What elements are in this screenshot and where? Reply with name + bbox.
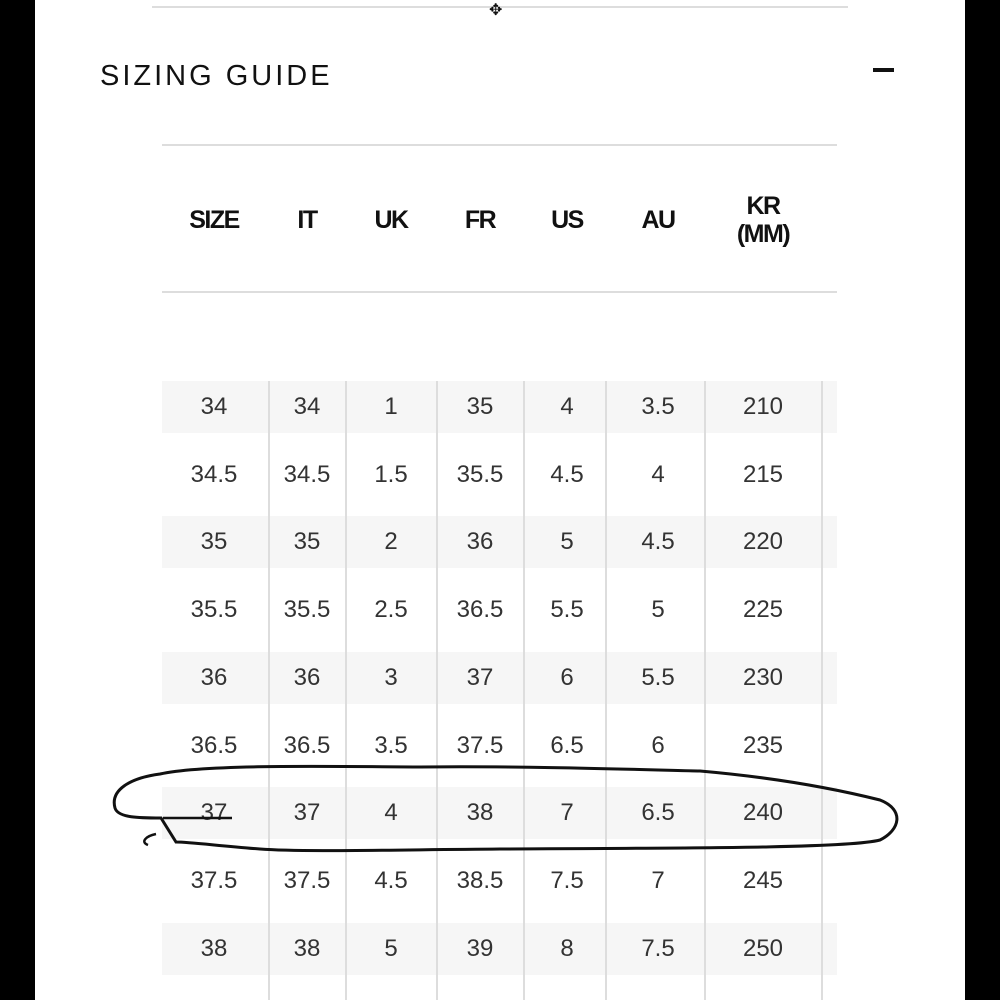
table-cell: 36 — [466, 528, 494, 556]
table-cell: 4 — [651, 460, 665, 488]
row-background — [162, 381, 837, 433]
row-background — [162, 922, 837, 975]
table-cell: 35.5 — [190, 596, 238, 624]
table-cell: 7.5 — [550, 866, 584, 894]
column-header: FR — [464, 206, 497, 234]
table-cell: 4.5 — [641, 528, 675, 556]
divider — [152, 6, 848, 8]
table-cell: 235 — [742, 731, 784, 759]
table-cell: 7.5 — [641, 934, 675, 962]
table-cell: 230 — [742, 663, 784, 691]
table-cell: 2.5 — [374, 596, 408, 624]
table-cell: 245 — [742, 866, 784, 894]
table-cell: 215 — [742, 460, 784, 488]
table-cell: 36.5 — [283, 731, 331, 759]
table-cell: 35 — [466, 393, 494, 420]
table-cell: 37.5 — [190, 866, 238, 894]
table-cell: 35.5 — [283, 596, 331, 624]
table-cell: 36 — [200, 663, 228, 691]
table-cell: 240 — [742, 799, 784, 827]
table-cell: 3.5 — [641, 393, 675, 420]
table-cell: 36 — [293, 663, 321, 691]
table-cell: 39 — [466, 934, 494, 962]
column-header: KR (MM) — [736, 192, 791, 248]
column-divider — [821, 381, 823, 1000]
table-cell: 250 — [742, 934, 784, 962]
table-cell: 225 — [742, 596, 784, 624]
divider — [162, 291, 837, 293]
table-cell: 5.5 — [550, 596, 584, 624]
table-cell: 4.5 — [550, 460, 584, 488]
table-cell: 36.5 — [456, 596, 504, 624]
table-cell: 6.5 — [550, 731, 584, 759]
ink-outline — [112, 764, 899, 853]
table-cell: 6.5 — [641, 799, 675, 827]
table-cell: 4.5 — [374, 866, 408, 894]
column-header: AU — [641, 206, 676, 234]
table-cell: 7 — [651, 866, 665, 894]
table-cell: 37 — [293, 799, 321, 827]
divider — [162, 144, 837, 146]
table-cell: 36.5 — [190, 731, 238, 759]
table-cell: 35 — [200, 528, 228, 556]
column-divider — [345, 381, 347, 1000]
column-header: IT — [297, 206, 318, 234]
table-cell: 8 — [560, 934, 574, 962]
table-cell: 210 — [742, 393, 784, 420]
column-divider — [268, 381, 270, 1000]
column-header: UK — [374, 206, 409, 234]
section-title: SIZING GUIDE — [100, 60, 333, 92]
table-cell: 38 — [200, 934, 228, 962]
table-cell: 37.5 — [283, 866, 331, 894]
move-cursor-icon: ✥ — [489, 2, 503, 19]
table-cell: 34 — [293, 393, 321, 420]
table-cell: 5 — [651, 596, 665, 624]
column-divider — [704, 381, 706, 1000]
table-cell: 5 — [560, 528, 574, 556]
table-cell: 6 — [651, 731, 665, 759]
table-cell: 7 — [560, 799, 574, 827]
table-cell: 35 — [293, 528, 321, 556]
table-cell: 6 — [560, 663, 574, 691]
table-cell: 37.5 — [456, 731, 504, 759]
row-background — [162, 787, 837, 840]
table-cell: 2 — [384, 528, 398, 556]
ink-mark — [143, 832, 157, 847]
column-divider — [605, 381, 607, 1000]
table-cell: 38.5 — [456, 866, 504, 894]
row-background — [162, 651, 837, 704]
table-cell: 34.5 — [190, 460, 238, 488]
column-divider — [523, 381, 525, 1000]
table-cell: 3.5 — [374, 731, 408, 759]
table-cell: 1 — [384, 393, 398, 420]
table-cell: 4 — [560, 393, 574, 420]
table-cell: 220 — [742, 528, 784, 556]
table-cell: 4 — [384, 799, 398, 827]
column-header: US — [551, 206, 584, 234]
table-cell: 37 — [200, 799, 228, 827]
table-cell: 3 — [384, 663, 398, 691]
table-cell: 5 — [384, 934, 398, 962]
table-cell: 35.5 — [456, 460, 504, 488]
table-cell: 1.5 — [374, 460, 408, 488]
table-cell: 37 — [466, 663, 494, 691]
table-cell: 38 — [466, 799, 494, 827]
minus-icon[interactable] — [873, 68, 894, 72]
row-background — [162, 516, 837, 569]
table-cell: 5.5 — [641, 663, 675, 691]
column-header: SIZE — [189, 206, 240, 234]
table-cell: 34.5 — [283, 460, 331, 488]
table-cell: 38 — [293, 934, 321, 962]
table-cell: 34 — [200, 393, 228, 420]
column-divider — [436, 381, 438, 1000]
